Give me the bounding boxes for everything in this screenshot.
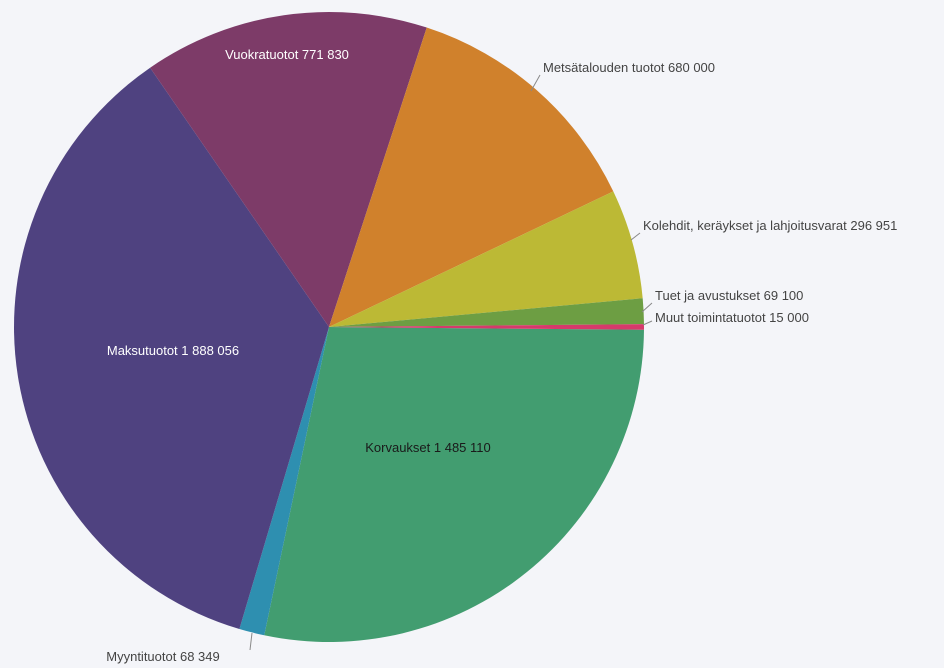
slice-label-kolehdit-keraykset-ja-lahjoitusvarat: Kolehdit, keräykset ja lahjoitusvarat 29…: [643, 218, 897, 233]
slice-label-metsatalouden-tuotot: Metsätalouden tuotot 680 000: [543, 60, 715, 75]
slice-label-maksutuotot: Maksutuotot 1 888 056: [107, 343, 239, 358]
leader-line-metsatalouden-tuotot: [530, 74, 541, 92]
slice-label-korvaukset: Korvaukset 1 485 110: [365, 440, 491, 455]
leader-line-tuet-ja-avustukset: [641, 302, 653, 313]
leader-line-muut-toimintatuotot: [642, 320, 653, 326]
pie-slice-metsatalouden-tuotot[interactable]: [329, 27, 614, 328]
slice-label-vuokratuotot: Vuokratuotot 771 830: [225, 47, 349, 62]
pie-slice-kolehdit-keraykset-ja-lahjoitusvarat[interactable]: [329, 191, 643, 327]
pie-slice-tuet-ja-avustukset[interactable]: [329, 298, 644, 327]
slice-label-tuet-ja-avustukset: Tuet ja avustukset 69 100: [655, 288, 803, 303]
pie-slice-myyntituotot[interactable]: [239, 327, 329, 636]
slice-label-myyntituotot: Myyntituotot 68 349: [106, 649, 219, 664]
leader-line-myyntituotot: [249, 632, 253, 651]
leader-line-kolehdit-keraykset-ja-lahjoitusvarat: [630, 232, 641, 241]
pie-slice-vuokratuotot[interactable]: [150, 12, 427, 327]
slice-label-muut-toimintatuotot: Muut toimintatuotot 15 000: [655, 310, 809, 325]
pie-slice-muut-toimintatuotot[interactable]: [329, 324, 645, 330]
pie-slice-maksutuotot[interactable]: [14, 67, 330, 629]
pie-slice-korvaukset[interactable]: [264, 327, 644, 643]
